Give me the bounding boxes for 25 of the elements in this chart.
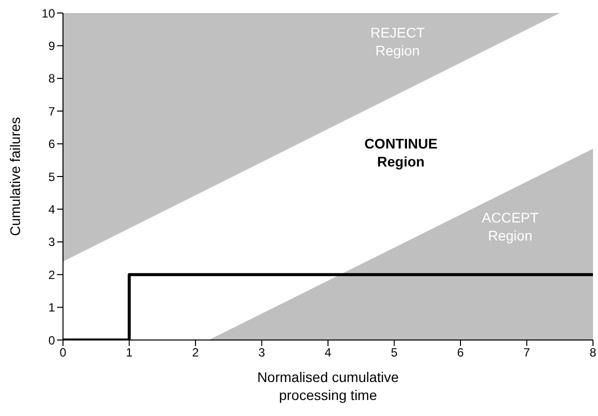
x-tick-label: 3 <box>258 346 266 360</box>
x-tick-label: 5 <box>390 346 398 360</box>
y-tick-label: 9 <box>48 38 56 53</box>
y-tick-label: 7 <box>48 104 56 118</box>
x-tick-label: 4 <box>324 346 332 360</box>
y-tick-label: 4 <box>48 202 56 216</box>
y-tick-label: 5 <box>48 170 56 184</box>
x-tick-label: 0 <box>60 346 67 360</box>
y-tick-label: 3 <box>48 235 56 250</box>
x-tick-label: 1 <box>126 346 133 360</box>
x-tick-label: 6 <box>457 346 464 360</box>
y-tick-label: 8 <box>48 72 56 86</box>
x-axis-title: Normalised cumulative processing time <box>257 369 400 403</box>
x-tick-label: 8 <box>590 346 597 360</box>
y-axis-title: Cumulative failures <box>6 116 23 236</box>
y-tick-label: 6 <box>48 137 56 152</box>
y-tick-label: 1 <box>48 300 56 315</box>
annotation: CONTINUE Region <box>364 136 438 170</box>
y-tick-label: 2 <box>48 268 56 282</box>
annotation: ACCEPT Region <box>482 209 540 244</box>
y-tick-label: 0 <box>48 333 56 348</box>
annotation: REJECT Region <box>370 24 426 59</box>
y-tick-label: 10 <box>42 6 56 20</box>
x-tick-label: 2 <box>192 346 200 360</box>
x-tick-label: 7 <box>523 346 530 360</box>
